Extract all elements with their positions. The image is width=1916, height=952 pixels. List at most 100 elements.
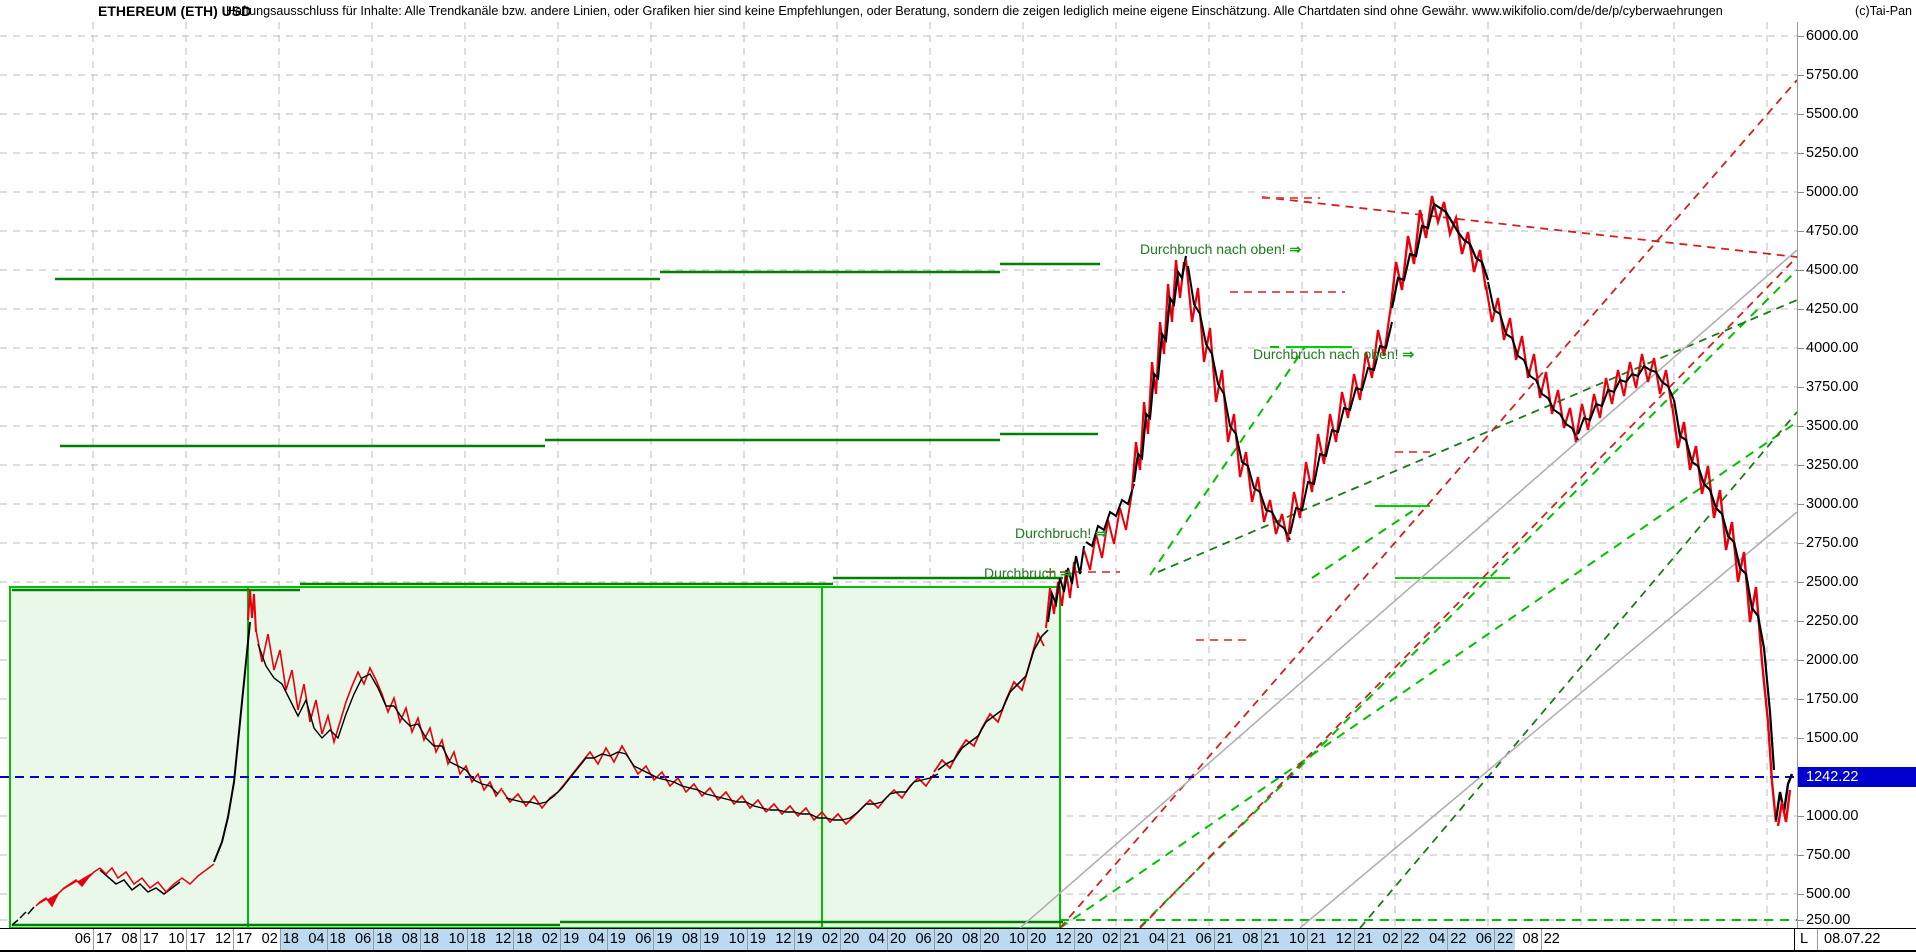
date-tick-month: 10 — [1008, 931, 1025, 947]
price-tick-mark — [1798, 543, 1804, 544]
price-tick-label: 1750.00 — [1806, 691, 1859, 707]
date-tick: 04 19 — [589, 929, 626, 950]
date-tick-month: 04 — [588, 931, 605, 947]
date-axis[interactable]: L 08.07.22 06 17 08 17 10 17 12 17 02 18 04 18 06 18 0… — [0, 928, 1916, 952]
date-tick-month: 08 — [121, 931, 138, 947]
green-rising-channel — [1157, 299, 1797, 928]
date-tick-year: 21 — [1170, 931, 1187, 947]
date-tick-year: 20 — [936, 931, 953, 947]
date-tick-year: 19 — [796, 931, 813, 947]
price-tick-mark — [1798, 855, 1804, 856]
price-tick-mark — [1798, 660, 1804, 661]
date-tick: 02 18 — [262, 929, 299, 950]
price-tick-mark — [1798, 426, 1804, 427]
price-tick-mark — [1798, 465, 1804, 466]
price-tick-label: 2750.00 — [1806, 535, 1859, 551]
date-tick: 02 21 — [1102, 929, 1140, 950]
date-tick-year: 22 — [1543, 931, 1560, 947]
date-tick: 04 18 — [308, 929, 346, 950]
date-tick-year: 17 — [96, 931, 113, 947]
date-tick-year: 18 — [376, 931, 393, 947]
date-axis-separator — [1817, 929, 1818, 950]
grey-longterm-trendline — [1019, 249, 1797, 928]
price-axis[interactable]: 6000.00 5750.00 5500.00 5250.00 5000.00 4750.… — [1797, 22, 1916, 928]
chart-plot-area[interactable]: Durchbruch ⇒ Durchbruch! ⇒ Durchbruch na… — [0, 22, 1797, 928]
price-tick-mark — [1798, 309, 1804, 310]
price-tick-label: 1500.00 — [1806, 730, 1859, 746]
date-tick-month: 06 — [74, 931, 91, 947]
date-tick-month: 10 — [168, 931, 185, 947]
date-tick-year: 21 — [1263, 931, 1280, 947]
date-tick-month: 02 — [261, 931, 278, 947]
price-tick-label: 3000.00 — [1806, 496, 1859, 512]
date-tick: 12 17 — [215, 929, 252, 950]
date-tick-year: 20 — [1076, 931, 1093, 947]
date-tick-month: 04 — [308, 931, 325, 947]
date-tick: 02 19 — [542, 929, 579, 950]
support-resistance-lines — [12, 262, 1100, 927]
price-tick-mark — [1798, 192, 1804, 193]
date-tick-year: 17 — [236, 931, 253, 947]
price-tick-label: 3500.00 — [1806, 418, 1859, 434]
price-tick-label: 2250.00 — [1806, 613, 1859, 629]
date-tick: 08 20 — [962, 929, 999, 950]
date-tick: 06 19 — [635, 929, 673, 950]
date-tick: 10 17 — [168, 929, 206, 950]
date-tick: 12 21 — [1336, 929, 1373, 950]
price-tick-mark — [1798, 231, 1804, 232]
date-tick: 06 21 — [1196, 929, 1233, 950]
date-tick-year: 20 — [843, 931, 860, 947]
chart-canvas — [0, 22, 1797, 928]
date-tick-month: 08 — [1522, 931, 1539, 947]
date-tick-year: 22 — [1450, 931, 1467, 947]
annotation-arrow: ⇒ — [1289, 241, 1301, 257]
instrument-title: ETHEREUM (ETH) USD — [98, 3, 252, 19]
date-tick: 08 19 — [682, 929, 719, 950]
annotation-durchbruch-nach-oben-1: Durchbruch nach oben! ⇒ — [1140, 241, 1301, 258]
date-tick-month: 06 — [915, 931, 932, 947]
price-candles — [11, 195, 1794, 926]
date-tick-year: 19 — [703, 931, 720, 947]
date-tick-year: 21 — [1216, 931, 1233, 947]
date-tick: 06 22 — [1476, 929, 1513, 950]
date-tick-month: 04 — [868, 931, 885, 947]
price-tick-label: 6000.00 — [1806, 28, 1859, 44]
date-tick-year: 18 — [469, 931, 486, 947]
date-tick: 10 18 — [448, 929, 486, 950]
red-horizontal-targets — [1046, 197, 1430, 641]
date-tick-month: 02 — [1382, 931, 1399, 947]
date-tick: 08 22 — [1523, 929, 1560, 950]
price-tick-label: 1000.00 — [1806, 808, 1859, 824]
date-tick: 06 18 — [355, 929, 392, 950]
annotation-durchbruch-1: Durchbruch ⇒ — [984, 565, 1072, 582]
date-tick: 12 20 — [1056, 929, 1093, 950]
green-solid-levels — [1290, 346, 1510, 579]
date-tick: 02 22 — [1382, 929, 1420, 950]
date-tick: 08 21 — [1242, 929, 1280, 950]
last-price-badge[interactable]: 1242.22 — [1798, 767, 1916, 787]
date-tick-month: 10 — [448, 931, 465, 947]
green-trend-lines — [1059, 269, 1797, 928]
last-date-label: 08.07.22 — [1824, 931, 1881, 947]
date-tick-year: 18 — [282, 931, 299, 947]
price-tick-mark — [1798, 270, 1804, 271]
interval-code-label: L — [1800, 931, 1809, 947]
price-tick-label: 4250.00 — [1806, 301, 1859, 317]
date-tick-month: 08 — [681, 931, 699, 947]
date-tick-year: 20 — [1030, 931, 1047, 947]
price-tick-label: 4750.00 — [1806, 223, 1859, 239]
date-tick-year: 21 — [1123, 931, 1140, 947]
date-tick-month: 06 — [355, 931, 372, 947]
date-tick-year: 20 — [983, 931, 1000, 947]
annotation-arrow: ⇒ — [1060, 565, 1072, 581]
price-tick-label: 250.00 — [1806, 912, 1851, 928]
date-tick-month: 12 — [1335, 931, 1352, 947]
price-tick-mark — [1798, 738, 1804, 739]
annotation-durchbruch-nach-oben-2: Durchbruch nach oben! ⇒ — [1253, 346, 1414, 363]
date-axis-selection — [280, 929, 1515, 950]
price-tick-mark — [1798, 114, 1804, 115]
date-tick-month: 06 — [1475, 931, 1492, 947]
date-tick-month: 10 — [1289, 931, 1306, 947]
annotation-text: Durchbruch! — [1015, 525, 1096, 541]
date-tick-month: 04 — [1148, 931, 1166, 947]
